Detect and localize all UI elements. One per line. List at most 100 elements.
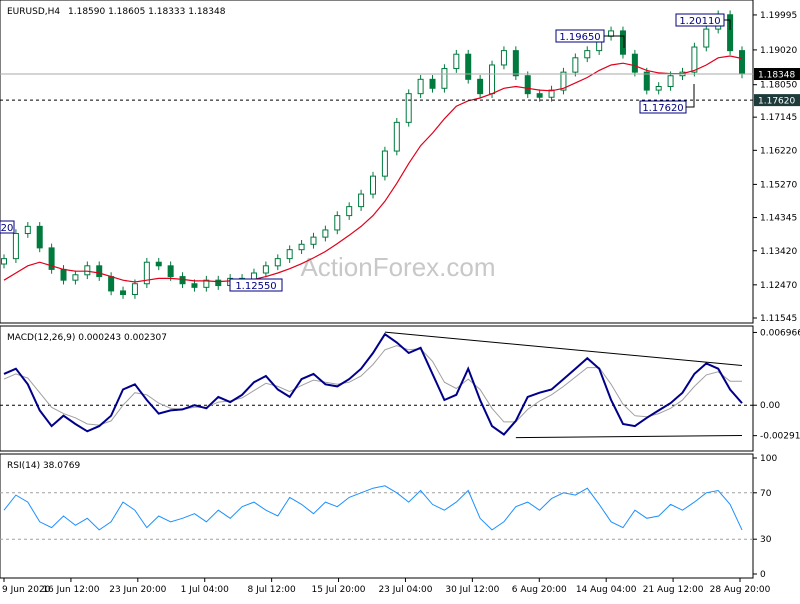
current-price-tag: 1.18348	[754, 68, 800, 81]
price-candle	[453, 49, 460, 73]
price-candle	[536, 89, 543, 102]
macd-trendline	[384, 331, 743, 367]
price-candle	[417, 75, 424, 98]
rsi-tick-label: 70	[760, 489, 772, 499]
macd-panel	[0, 325, 754, 452]
price-annotation: 1.19650	[555, 29, 605, 43]
annotation-leader	[604, 35, 625, 48]
rsi-tick-label: 0	[760, 570, 766, 580]
macd-tick-label: -0.002913	[760, 432, 800, 442]
annotation-label: 20	[1, 223, 14, 234]
rsi-tick-label: 30	[760, 535, 772, 545]
price-candle	[274, 254, 281, 271]
price-candle	[477, 75, 484, 98]
price-annotation: 1.17620	[639, 100, 687, 114]
price-candle	[155, 257, 162, 271]
price-candle	[310, 232, 317, 249]
price-candle	[572, 53, 579, 77]
price-candle	[548, 85, 555, 102]
price-candle	[36, 222, 43, 253]
rsi-series-layer	[0, 485, 753, 540]
macd-tick-label: 0.00	[760, 401, 780, 411]
price-candle	[120, 286, 127, 299]
price-tick-label: 1.15270	[760, 180, 797, 190]
macd-signal-line	[3, 345, 742, 426]
moving-average-line	[3, 55, 743, 283]
price-tick-label: 1.12470	[760, 281, 797, 291]
price-candle	[346, 202, 353, 220]
price-candle	[739, 46, 745, 79]
time-tick-label: 23 Jul 04:00	[378, 585, 432, 595]
annotation-leader	[686, 84, 695, 108]
price-tick-label: 1.18050	[760, 81, 797, 91]
price-annotation: 20	[0, 220, 15, 234]
price-annotation: 1.20110	[675, 13, 725, 27]
time-tick-label: 21 Aug 12:00	[643, 585, 704, 595]
time-tick-label: 15 Jul 20:00	[312, 585, 366, 595]
price-tick-label: 1.17145	[760, 113, 797, 123]
price-tick-label: 1.11545	[760, 314, 797, 324]
price-candle	[143, 257, 150, 289]
price-candle	[96, 261, 103, 281]
time-tick-label: 16 Jun 12:00	[42, 585, 99, 595]
annotation-label: 1.12550	[235, 281, 276, 292]
symbol-label: EURUSD,H4	[7, 7, 60, 17]
price-series-layer: 1.12550 1.19650 1.20110 1.17620 20	[0, 10, 753, 299]
price-candle	[405, 89, 412, 127]
price-candle	[560, 67, 567, 95]
price-candle	[1, 254, 7, 269]
price-candle	[131, 279, 138, 299]
rsi-title: RSI(14) 38.0769	[7, 461, 80, 471]
price-candle	[262, 261, 269, 278]
price-candle	[286, 245, 293, 263]
rsi-panel	[0, 453, 754, 579]
macd-trendline	[515, 435, 743, 439]
price-candle	[727, 10, 734, 55]
price-candle	[441, 64, 448, 93]
price-candle	[500, 46, 507, 70]
axis-layer: 1.19995 1.19020 1.18050 1.17145 1.16220 1.152…	[2, 11, 800, 595]
price-panel	[0, 0, 754, 324]
annotation-label: 1.20110	[679, 16, 720, 27]
time-tick-label: 8 Jul 12:00	[248, 585, 297, 595]
time-tick-label: 9 Jun 2020	[2, 585, 51, 595]
time-tick-label: 14 Aug 04:00	[576, 585, 637, 595]
price-candle	[429, 75, 436, 93]
price-candle	[84, 261, 91, 280]
svg-text:1.17620: 1.17620	[758, 97, 795, 107]
price-tick-label: 1.19020	[760, 46, 797, 56]
price-candle	[703, 24, 710, 52]
price-candle	[72, 270, 79, 285]
price-candle	[619, 26, 626, 59]
price-candle	[393, 118, 400, 156]
price-candle	[167, 261, 174, 281]
macd-tick-label: 0.006966	[760, 328, 800, 338]
rsi-line	[3, 485, 743, 531]
annotation-label: 1.19650	[559, 32, 600, 43]
time-tick-label: 1 Jul 04:00	[181, 585, 230, 595]
price-tick-label: 1.16220	[760, 146, 797, 156]
price-candle	[24, 222, 31, 238]
price-candle	[655, 82, 662, 95]
price-candle	[370, 171, 376, 199]
price-candle	[48, 243, 55, 274]
price-tick-label: 1.19995	[760, 11, 797, 21]
time-tick-label: 28 Aug 20:00	[710, 585, 771, 595]
annotation-leader	[724, 19, 731, 30]
price-annotation: 1.12550	[229, 278, 283, 292]
annotation-label: 1.17620	[642, 103, 683, 114]
price-candle	[643, 67, 650, 95]
watermark: ActionForex.com	[300, 252, 495, 282]
ohlc-readout: 1.18590 1.18605 1.18333 1.18348	[68, 7, 226, 17]
price-candle	[584, 46, 591, 63]
price-tick-label: 1.14345	[760, 214, 797, 224]
svg-text:1.18348: 1.18348	[758, 71, 795, 81]
time-tick-label: 23 Jun 20:00	[109, 585, 166, 595]
price-candle	[322, 225, 329, 242]
price-candle	[465, 49, 472, 84]
time-tick-label: 6 Aug 20:00	[512, 585, 567, 595]
price-tick-label: 1.13420	[760, 247, 797, 257]
price-candle	[203, 275, 210, 292]
price-candle	[381, 146, 388, 181]
